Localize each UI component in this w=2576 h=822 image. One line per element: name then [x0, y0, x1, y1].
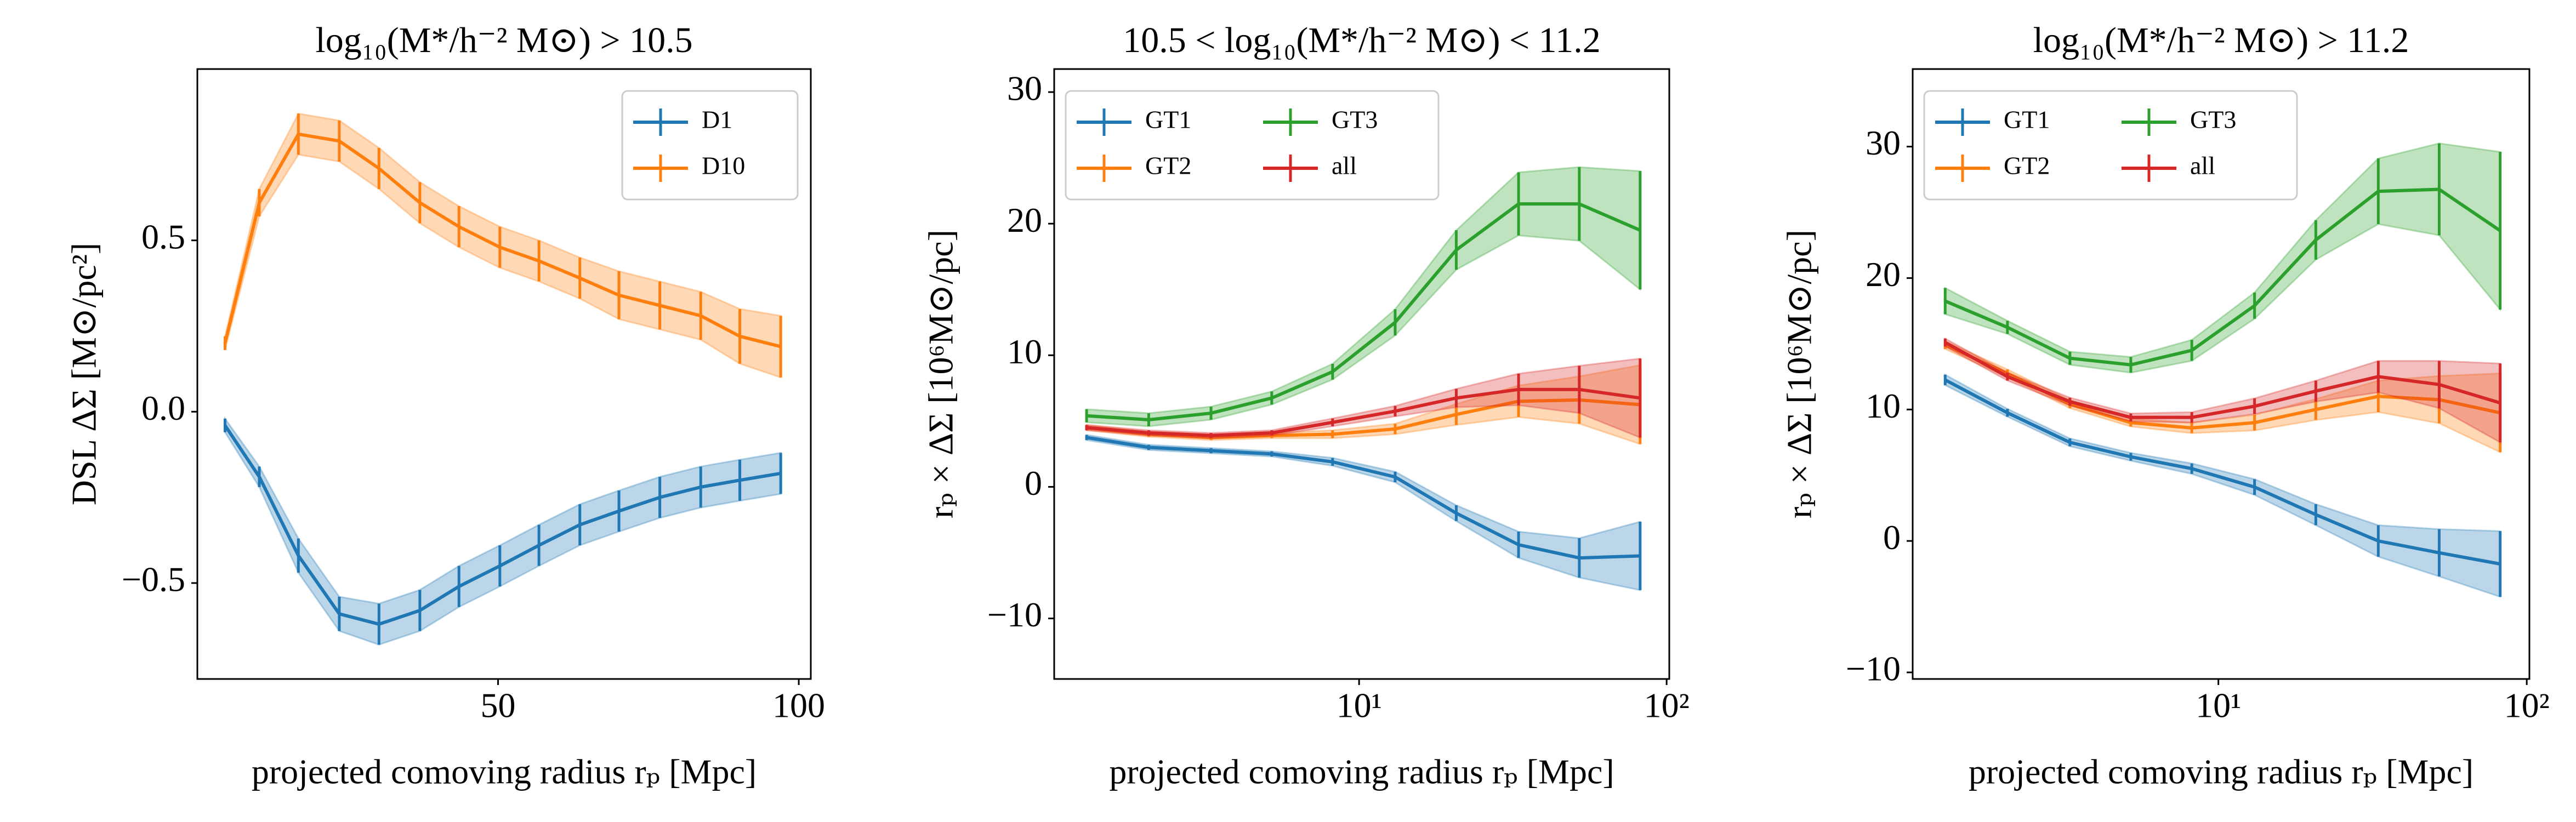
y-tick-label: −0.5 — [122, 560, 185, 599]
series-line — [223, 424, 781, 626]
panel-title: 10.5 < log₁₀(M*/h⁻² M⊙) < 11.2 — [1123, 20, 1600, 60]
x-tick-label: 10² — [2504, 686, 2550, 725]
legend-box — [1065, 90, 1440, 201]
error-band — [1944, 337, 2501, 444]
x-tick-label: 10² — [1644, 686, 1690, 725]
plot-area — [1085, 166, 1642, 591]
error-band — [1085, 433, 1641, 591]
series-line — [1944, 378, 2501, 566]
legend: GT1 GT2 GT3 all — [1923, 90, 2298, 201]
legend-label: all — [1332, 152, 1357, 180]
y-tick-label: 10 — [1866, 386, 1901, 425]
legend: GT1 GT2 GT3 all — [1065, 90, 1440, 201]
y-tick-label: 20 — [1007, 201, 1042, 239]
y-tick-label: −10 — [1846, 649, 1901, 688]
y-axis-label: DSL ΔΣ [M⊙/pc²] — [65, 243, 104, 505]
x-tick-label: 50 — [481, 686, 516, 725]
x-axis-label: projected comoving radius rₚ [Mpc] — [1969, 752, 2473, 791]
y-tick-label: 0.0 — [141, 389, 185, 427]
series-line — [1944, 187, 2501, 367]
error-band — [224, 416, 782, 646]
axes-frame — [1912, 68, 2530, 680]
y-tick-label: 0 — [1025, 464, 1042, 503]
x-axis-label: projected comoving radius rₚ [Mpc] — [252, 752, 757, 791]
legend-label: all — [2190, 152, 2215, 180]
plot-area — [223, 112, 782, 646]
y-tick-label: 0 — [1883, 518, 1901, 557]
axes-frame — [196, 68, 812, 680]
y-axis-label: rₚ × ΔΣ [10⁶M⊙/pc] — [922, 230, 960, 518]
panel: 10¹ 10² −10 0 10 20 30 10.5 < log₁₀(M*/h⁻² M⊙) … — [922, 20, 1690, 791]
panel: 10¹ 10² −10 0 10 20 30 log₁₀(M*/h⁻² M⊙) > 11.2 p… — [1780, 20, 2550, 791]
legend-label: GT2 — [2004, 152, 2050, 180]
series-line — [1086, 387, 1641, 437]
legend-label: D10 — [702, 152, 745, 180]
y-tick-label: 30 — [1866, 123, 1901, 162]
y-tick-label: −10 — [987, 595, 1042, 634]
series-line — [1086, 436, 1640, 560]
legend-label: GT1 — [1145, 106, 1191, 134]
y-tick-label: 30 — [1007, 69, 1042, 108]
panel-title: log₁₀(M*/h⁻² M⊙) > 10.5 — [315, 20, 692, 60]
legend-label: GT1 — [2004, 106, 2050, 134]
legend-label: GT2 — [1145, 152, 1191, 180]
y-tick-label: 10 — [1007, 332, 1042, 371]
legend-label: GT3 — [1332, 106, 1378, 134]
panel-title: log₁₀(M*/h⁻² M⊙) > 11.2 — [2033, 20, 2409, 60]
error-band — [1085, 364, 1641, 446]
y-tick-label: 0.5 — [141, 217, 185, 256]
legend-label: D1 — [702, 106, 732, 134]
legend-box — [621, 90, 799, 201]
legend-box — [1923, 90, 2298, 201]
y-tick-label: 20 — [1866, 255, 1901, 294]
error-band — [1085, 166, 1641, 427]
legend-label: GT3 — [2190, 106, 2236, 134]
x-axis-label: projected comoving radius rₚ [Mpc] — [1109, 752, 1614, 791]
x-tick-label: 100 — [772, 686, 825, 725]
panel: 50 100 −0.5 0.0 0.5 log₁₀(M*/h⁻² M⊙) > 10.5 pr… — [65, 20, 825, 791]
series-line — [1944, 341, 2501, 419]
x-tick-label: 10¹ — [2196, 686, 2241, 725]
legend: D1 D10 — [621, 90, 799, 201]
plot-area — [1943, 142, 2502, 598]
x-tick-label: 10¹ — [1337, 686, 1382, 725]
y-axis-label: rₚ × ΔΣ [10⁶M⊙/pc] — [1780, 230, 1819, 518]
series-line — [1086, 202, 1641, 421]
axes-frame — [1053, 68, 1670, 680]
